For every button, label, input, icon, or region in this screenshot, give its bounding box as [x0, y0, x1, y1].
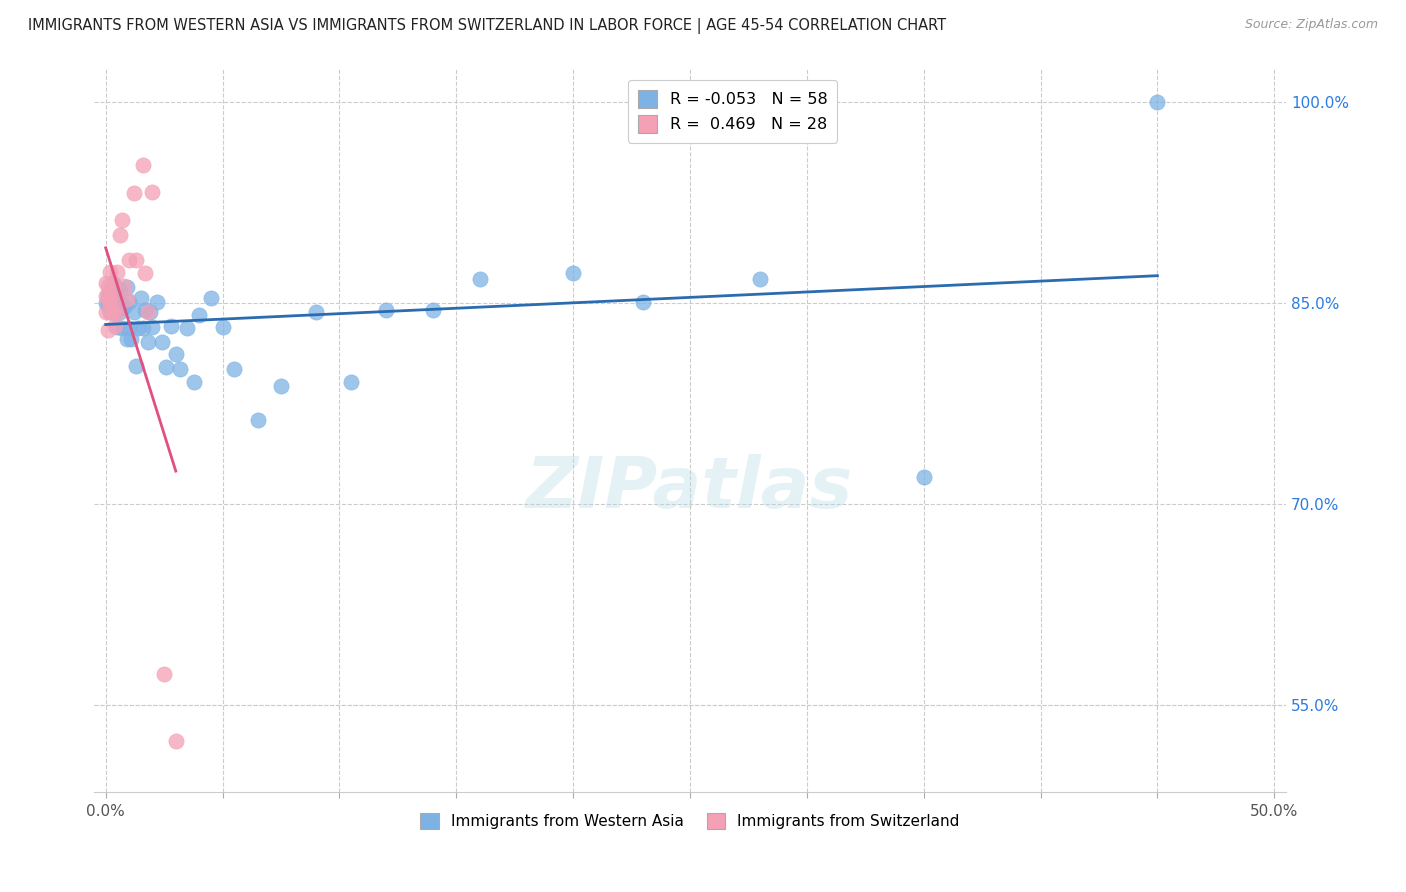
Point	[122, 186, 145, 200]
Text: IMMIGRANTS FROM WESTERN ASIA VS IMMIGRANTS FROM SWITZERLAND IN LABOR FORCE | AGE: IMMIGRANTS FROM WESTERN ASIA VS IMMIGRAN…	[28, 18, 946, 34]
Point	[749, 272, 772, 286]
Point	[94, 276, 117, 290]
Point	[111, 213, 134, 227]
Point	[105, 305, 128, 319]
Point	[101, 305, 124, 319]
Point	[132, 158, 155, 172]
Point	[98, 265, 121, 279]
Text: Source: ZipAtlas.com: Source: ZipAtlas.com	[1244, 18, 1378, 31]
Point	[105, 288, 128, 302]
Point	[118, 253, 141, 268]
Point	[141, 320, 163, 334]
Point	[120, 332, 142, 346]
Point	[125, 359, 148, 373]
Point	[375, 302, 398, 317]
Point	[562, 267, 585, 281]
Point	[97, 288, 120, 302]
Point	[104, 292, 127, 306]
Point	[115, 292, 138, 306]
Point	[98, 305, 121, 319]
Point	[97, 292, 120, 306]
Text: ZIPatlas: ZIPatlas	[526, 454, 853, 523]
Point	[141, 185, 163, 199]
Point	[127, 321, 149, 335]
Point	[422, 302, 444, 317]
Point	[912, 470, 935, 484]
Point	[305, 305, 328, 319]
Point	[468, 272, 491, 286]
Point	[97, 323, 120, 337]
Point	[146, 294, 169, 309]
Point	[112, 278, 135, 293]
Point	[129, 291, 152, 305]
Point	[132, 321, 155, 335]
Point	[105, 320, 128, 334]
Point	[165, 734, 187, 748]
Point	[246, 412, 269, 426]
Point	[153, 667, 176, 681]
Point	[101, 291, 124, 305]
Point	[101, 276, 124, 290]
Point	[150, 334, 173, 349]
Point	[94, 289, 117, 303]
Point	[105, 265, 128, 279]
Point	[101, 305, 124, 319]
Point	[108, 305, 131, 319]
Point	[108, 283, 131, 297]
Point	[111, 301, 134, 316]
Point	[125, 253, 148, 268]
Point	[211, 320, 233, 334]
Point	[169, 361, 191, 376]
Point	[224, 361, 246, 376]
Point	[270, 379, 292, 393]
Point	[118, 294, 141, 309]
Point	[101, 278, 124, 293]
Point	[139, 305, 162, 319]
Point	[136, 305, 159, 319]
Point	[155, 360, 177, 375]
Point	[176, 321, 198, 335]
Point	[104, 280, 127, 294]
Point	[104, 318, 127, 333]
Point	[108, 294, 131, 309]
Point	[1146, 95, 1168, 109]
Point	[111, 321, 134, 335]
Point	[94, 305, 117, 319]
Point	[165, 347, 187, 361]
Point	[118, 321, 141, 335]
Point	[108, 227, 131, 242]
Point	[631, 294, 654, 309]
Point	[94, 296, 117, 310]
Point	[188, 308, 211, 322]
Point	[200, 291, 222, 305]
Point	[160, 318, 183, 333]
Point	[115, 332, 138, 346]
Point	[115, 280, 138, 294]
Point	[136, 334, 159, 349]
Point	[134, 267, 156, 281]
Point	[183, 375, 205, 389]
Point	[105, 300, 128, 314]
Legend: Immigrants from Western Asia, Immigrants from Switzerland: Immigrants from Western Asia, Immigrants…	[415, 806, 966, 835]
Point	[98, 292, 121, 306]
Point	[98, 305, 121, 319]
Point	[122, 305, 145, 319]
Point	[104, 305, 127, 319]
Point	[104, 291, 127, 305]
Point	[134, 302, 156, 317]
Point	[97, 299, 120, 313]
Point	[112, 300, 135, 314]
Point	[98, 284, 121, 298]
Point	[97, 278, 120, 293]
Point	[340, 375, 363, 389]
